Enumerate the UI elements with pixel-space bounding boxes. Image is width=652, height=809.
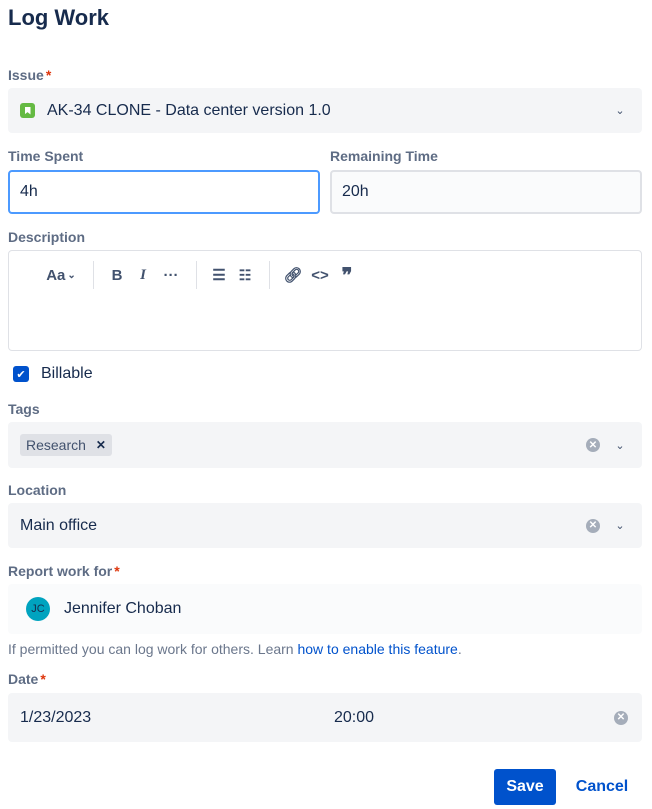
chevron-down-icon[interactable]: ⌄ bbox=[615, 105, 625, 117]
story-icon bbox=[20, 103, 35, 118]
checkbox-checked-icon[interactable]: ✔ bbox=[13, 366, 29, 382]
enable-feature-link[interactable]: how to enable this feature bbox=[297, 641, 458, 657]
tags-select[interactable]: Research ✕ ✕ ⌄ bbox=[8, 422, 642, 468]
tags-label: Tags bbox=[8, 401, 40, 417]
issue-value: AK-34 CLONE - Data center version 1.0 bbox=[47, 101, 331, 119]
save-button[interactable]: Save bbox=[494, 769, 556, 805]
helper-text: If permitted you can log work for others… bbox=[8, 641, 462, 657]
divider bbox=[269, 261, 270, 289]
chevron-down-icon[interactable]: ⌄ bbox=[615, 439, 625, 452]
remove-tag-icon[interactable]: ✕ bbox=[95, 438, 106, 452]
clear-icon[interactable]: ✕ bbox=[586, 518, 600, 533]
quote-button[interactable]: ❞ bbox=[341, 264, 353, 287]
cancel-button[interactable]: Cancel bbox=[575, 778, 629, 795]
billable-checkbox[interactable]: ✔ Billable bbox=[13, 365, 93, 383]
clear-icon[interactable]: ✕ bbox=[586, 438, 600, 452]
time-spent-label: Time Spent bbox=[8, 148, 84, 164]
divider bbox=[196, 261, 197, 289]
clear-icon[interactable]: ✕ bbox=[614, 710, 628, 725]
user-name: Jennifer Choban bbox=[64, 600, 182, 617]
bold-button[interactable]: B bbox=[111, 266, 123, 284]
page-title: Log Work bbox=[8, 5, 110, 30]
bullet-list-icon[interactable]: ☰ bbox=[212, 267, 226, 284]
issue-select[interactable]: AK-34 CLONE - Data center version 1.0 ⌄ bbox=[8, 88, 642, 133]
divider bbox=[93, 261, 94, 289]
issue-label: Issue * bbox=[8, 67, 52, 83]
report-work-for-label: Report work for * bbox=[8, 563, 120, 579]
date-label: Date * bbox=[8, 671, 46, 687]
more-formatting-button[interactable]: ··· bbox=[163, 266, 179, 284]
location-select[interactable]: Main office ✕ ⌄ bbox=[8, 503, 642, 548]
editor-toolbar: Aa ⌄ B I ··· ☰ ☷ 🔗︎ <> ❞ bbox=[39, 261, 360, 289]
code-button[interactable]: <> bbox=[311, 266, 329, 284]
time-spent-input[interactable]: 4h bbox=[8, 170, 320, 214]
text-style-button[interactable]: Aa ⌄ bbox=[46, 266, 76, 284]
date-input[interactable]: 1/23/2023 bbox=[20, 708, 92, 726]
report-work-for-select[interactable]: JC Jennifer Choban bbox=[8, 584, 642, 634]
italic-button[interactable]: I bbox=[140, 266, 146, 283]
billable-label: Billable bbox=[41, 365, 93, 382]
location-label: Location bbox=[8, 482, 67, 498]
link-icon[interactable]: 🔗︎ bbox=[283, 267, 303, 284]
location-value: Main office bbox=[20, 516, 98, 534]
time-input[interactable]: 20:00 bbox=[334, 708, 375, 726]
description-editor[interactable]: Aa ⌄ B I ··· ☰ ☷ 🔗︎ <> ❞ bbox=[8, 250, 642, 351]
description-label: Description bbox=[8, 229, 86, 245]
remaining-time-label: Remaining Time bbox=[330, 148, 438, 164]
date-time-picker[interactable]: 1/23/2023 20:00 ✕ bbox=[8, 693, 642, 742]
chevron-down-icon[interactable]: ⌄ bbox=[615, 520, 625, 532]
remaining-time-input[interactable]: 20h bbox=[330, 170, 642, 214]
numbered-list-icon[interactable]: ☷ bbox=[238, 266, 252, 283]
avatar: JC bbox=[26, 597, 50, 621]
tag-chip: Research ✕ bbox=[20, 434, 112, 456]
